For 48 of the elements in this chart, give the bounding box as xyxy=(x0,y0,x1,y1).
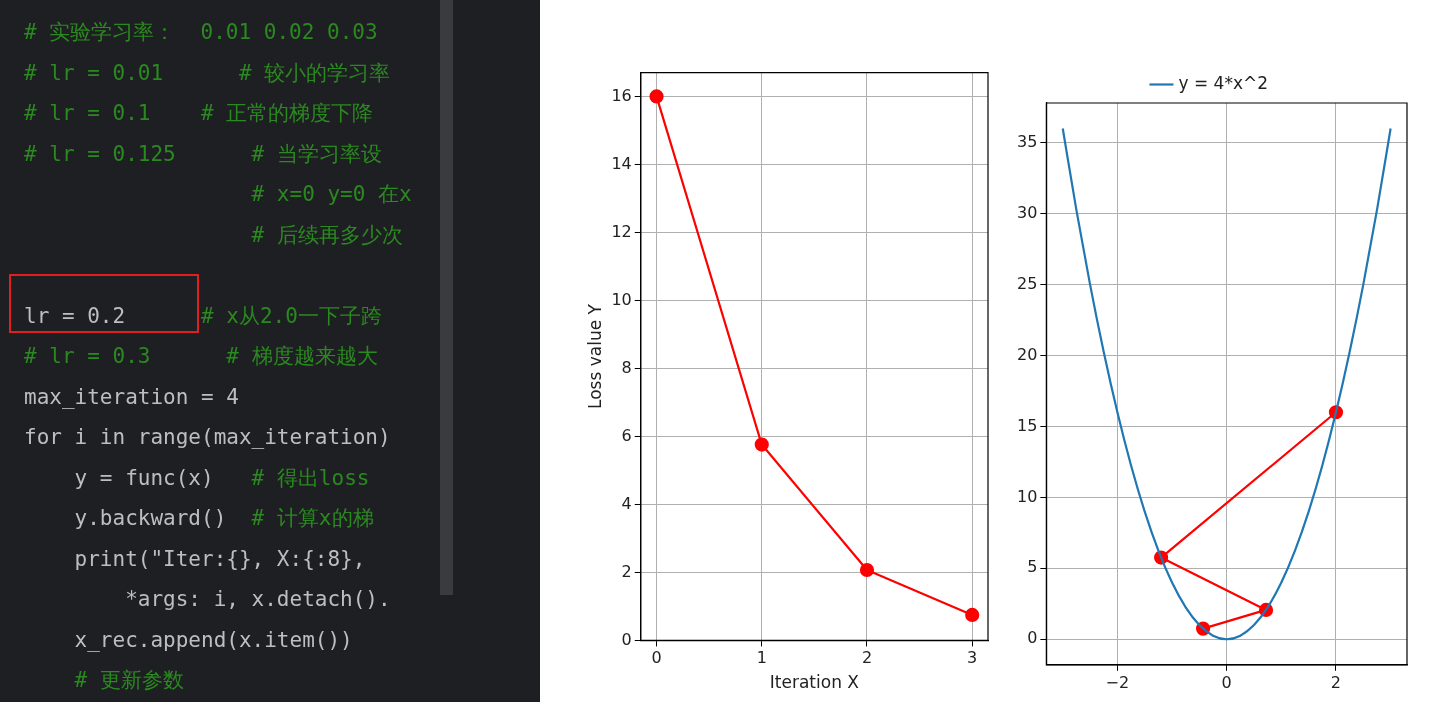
text: # 后续再多少次 xyxy=(251,222,403,247)
text: x_rec.append(x.item()) xyxy=(73,626,354,654)
y-tick-label: 5 xyxy=(1027,557,1038,577)
text: # lr = 0.1 # 正常的梯度下降 xyxy=(24,101,374,125)
x-tick-label: 1 xyxy=(756,648,767,668)
text: # 更新参数 xyxy=(74,668,184,692)
y-tick-label: 25 xyxy=(1017,273,1038,293)
text: # lr = 0.3 # 梯度越来越大 xyxy=(24,344,378,368)
x-tick-label: 2 xyxy=(861,648,873,668)
text: # x=0 y=0 在x xyxy=(251,182,412,206)
x-axis-title: Iteration X xyxy=(769,672,860,693)
text: for i in range(max_iteration) xyxy=(24,424,392,451)
y-tick-label: 20 xyxy=(1017,344,1038,364)
x-tick-label: −2 xyxy=(1105,672,1130,692)
text: # 实验学习率： 0.01 0.02 0.03 xyxy=(24,20,378,44)
line-series xyxy=(1061,127,1392,641)
y-tick-label: 2 xyxy=(621,561,632,581)
y-axis-title: Loss value Y xyxy=(584,303,605,409)
text: # lr = 0.01 # 较小的学习率 xyxy=(24,60,391,85)
point xyxy=(965,607,980,622)
point xyxy=(859,562,875,578)
y-tick-label: 35 xyxy=(1017,131,1038,151)
point xyxy=(649,89,664,104)
text: max_iteration = 4 xyxy=(24,383,240,411)
y-tick-label: 4 xyxy=(621,493,632,513)
y-tick-label: 0 xyxy=(621,629,632,649)
y-tick-label: 8 xyxy=(621,357,632,377)
legend-label: y = 4*x^2 xyxy=(1178,72,1269,93)
text: y = func(x) # 得出loss xyxy=(74,465,370,490)
text: print("Iter:{}, X:{:8}, xyxy=(73,545,367,573)
point xyxy=(754,437,769,452)
y-tick-label: 0 xyxy=(1027,628,1038,648)
y-tick-label: 10 xyxy=(611,289,632,309)
text: y.backward() # 计算x的梯 xyxy=(74,506,374,530)
y-tick-label: 15 xyxy=(1017,415,1038,435)
y-tick-label: 10 xyxy=(1017,486,1038,506)
x-tick-label: 0 xyxy=(1221,672,1232,692)
y-tick-label: 14 xyxy=(611,153,632,173)
x-tick-label: 0 xyxy=(651,648,662,668)
text: # lr = 0.125 # 当学习率设 xyxy=(24,141,382,166)
text: *args: i, x.detach(). xyxy=(124,586,392,613)
x-tick-label: 2 xyxy=(1330,672,1342,692)
text: lr = 0.2 # x从2.0一下子跨 xyxy=(24,303,382,328)
x-tick-label: 3 xyxy=(967,648,978,668)
y-tick-label: 6 xyxy=(621,425,632,445)
y-tick-label: 16 xyxy=(611,85,632,105)
y-tick-label: 12 xyxy=(611,221,632,241)
y-tick-label: 30 xyxy=(1017,202,1038,222)
